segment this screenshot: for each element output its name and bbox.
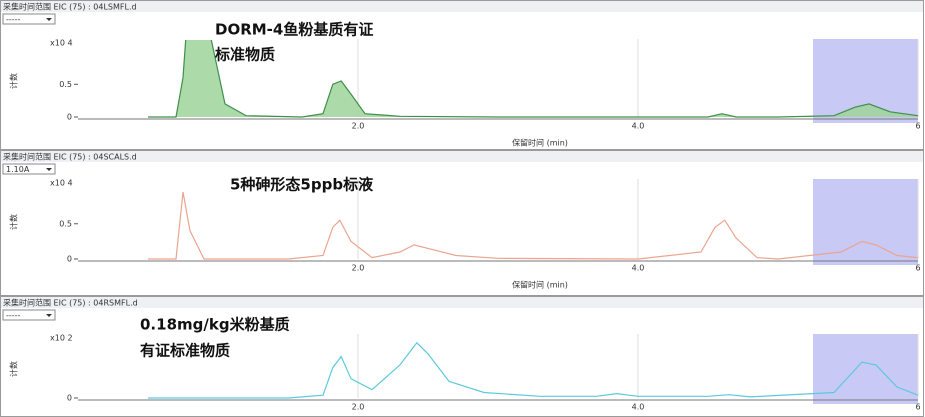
annotation: DORM-4鱼粉基质有证 xyxy=(215,21,373,39)
y-multiplier: x10 2 xyxy=(50,334,73,343)
y-tick-label: 0.5 xyxy=(59,219,72,228)
x-tick-label: 4.0 xyxy=(632,122,645,131)
selector-text: 1.10A xyxy=(6,165,30,174)
x-tick-label: 2.0 xyxy=(352,122,365,131)
panel-header-text: 采集时间范围 EIC (75) : 04SCALS.d xyxy=(3,152,137,162)
trace-line xyxy=(148,341,919,399)
y-axis-label: 计数 xyxy=(9,73,19,89)
peak-area xyxy=(148,40,918,117)
x-tick-label: 6 xyxy=(915,122,920,131)
x-tick-label: 2.0 xyxy=(352,264,365,273)
y-axis-label: 计数 xyxy=(9,214,19,230)
selector-text: ----- xyxy=(6,311,21,320)
selector-arrow xyxy=(46,314,52,317)
x-tick-label: 4.0 xyxy=(632,403,645,412)
panel xyxy=(0,0,924,150)
annotation: 5种砷形态5ppb标液 xyxy=(230,176,374,194)
y-tick-label: 0.5 xyxy=(59,80,72,89)
highlight-region xyxy=(813,179,918,265)
x-tick-label: 6 xyxy=(915,264,920,273)
annotation: 标准物质 xyxy=(214,46,275,64)
y-tick-label: 0 xyxy=(67,113,72,122)
panel-header xyxy=(1,151,923,162)
selector-text: ----- xyxy=(6,15,21,24)
selector[interactable] xyxy=(2,13,56,25)
trace-line xyxy=(148,40,919,118)
selector-arrow xyxy=(46,168,52,171)
selector[interactable] xyxy=(2,309,56,321)
annotation: 有证标准物质 xyxy=(140,342,230,360)
x-tick-label: 4.0 xyxy=(632,264,645,273)
annotation: 0.18mg/kg米粉基质 xyxy=(140,316,290,334)
x-axis-label: 保留时间 (min) xyxy=(512,280,568,290)
panel xyxy=(0,150,924,296)
trace-line xyxy=(148,191,919,260)
y-multiplier: x10 4 xyxy=(50,39,73,48)
x-axis-label: 保留时间 (min) xyxy=(512,138,568,148)
selector[interactable] xyxy=(2,163,56,175)
y-multiplier: x10 4 xyxy=(50,179,73,188)
plot xyxy=(148,40,919,118)
y-axis-label: 计数 xyxy=(9,361,19,377)
plot xyxy=(148,191,919,260)
selector-arrow xyxy=(46,18,52,21)
y-tick-label: 0 xyxy=(67,394,72,403)
panel-header-text: 采集时间范围 EIC (75) : 04RSMFL.d xyxy=(3,298,138,308)
x-tick-label: 2.0 xyxy=(352,403,365,412)
panel xyxy=(0,296,924,417)
panel-header xyxy=(1,1,923,12)
panel-header xyxy=(1,297,923,308)
panel-header-text: 采集时间范围 EIC (75) : 04LSMFL.d xyxy=(3,2,137,12)
y-tick-label: 0 xyxy=(67,255,72,264)
highlight-region xyxy=(813,334,918,404)
plot xyxy=(148,341,919,399)
x-tick-label: 6 xyxy=(915,403,920,412)
